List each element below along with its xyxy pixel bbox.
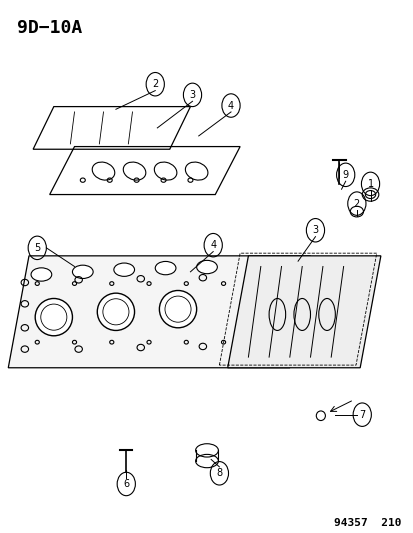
Text: 2: 2: [353, 199, 359, 208]
Text: 3: 3: [189, 90, 195, 100]
Polygon shape: [8, 256, 310, 368]
Text: 7: 7: [358, 410, 365, 419]
Text: 8: 8: [216, 469, 222, 478]
Text: 1: 1: [367, 179, 373, 189]
Text: 6: 6: [123, 479, 129, 489]
Text: 9: 9: [342, 170, 348, 180]
Text: 94357  210: 94357 210: [333, 518, 401, 528]
Text: 4: 4: [210, 240, 216, 250]
Ellipse shape: [155, 261, 176, 275]
Text: 2: 2: [152, 79, 158, 89]
Ellipse shape: [97, 293, 134, 330]
Text: 5: 5: [34, 243, 40, 253]
Text: 3: 3: [312, 225, 318, 235]
Ellipse shape: [72, 265, 93, 278]
Text: 4: 4: [228, 101, 233, 110]
Polygon shape: [227, 256, 380, 368]
Ellipse shape: [114, 263, 134, 276]
Ellipse shape: [35, 298, 72, 336]
Ellipse shape: [196, 260, 217, 274]
Text: 9D−10A: 9D−10A: [17, 19, 82, 37]
Ellipse shape: [159, 290, 196, 328]
Ellipse shape: [31, 268, 52, 281]
